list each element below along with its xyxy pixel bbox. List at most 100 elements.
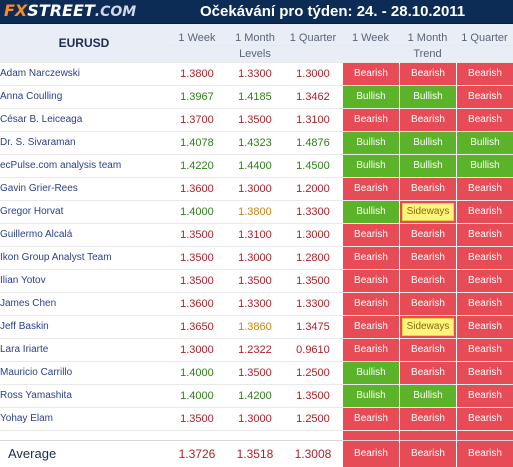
analyst-name[interactable]: ecPulse.com analysis team <box>0 155 168 178</box>
trend-cell: Bullish <box>398 86 456 109</box>
trend-cell: Bearish <box>341 63 399 86</box>
trend-week-header: 1 Week <box>341 24 399 46</box>
level-value: 1.4400 <box>225 155 284 178</box>
trend-cell: Bearish <box>341 224 399 247</box>
level-value: 1.3500 <box>167 224 226 247</box>
table-row: James Chen 1.3600 1.3300 1.3300 Bearish Beari… <box>0 293 513 316</box>
trend-cell: Bearish <box>455 293 513 316</box>
trend-cell: Bearish <box>455 362 513 385</box>
trend-cell: Sideways <box>398 316 456 339</box>
analyst-name[interactable]: Ilian Yotov <box>0 270 168 293</box>
level-value: 1.3500 <box>167 247 226 270</box>
level-value: 1.3100 <box>225 224 284 247</box>
trend-cell: Bearish <box>398 362 456 385</box>
analyst-name[interactable]: Gregor Horvat <box>0 201 168 224</box>
level-value: 1.3500 <box>283 385 342 408</box>
analyst-name[interactable]: Anna Coulling <box>0 86 168 109</box>
trend-cell: Bearish <box>455 247 513 270</box>
average-level-value: 1.3518 <box>225 440 284 467</box>
level-value: 1.3300 <box>283 201 342 224</box>
trend-cell: Bearish <box>455 109 513 132</box>
trend-cell: Bearish <box>341 178 399 201</box>
table-row: Yohay Elam 1.3500 1.3000 1.2500 Bearish Beari… <box>0 408 513 431</box>
trend-cell: Bullish <box>341 201 399 224</box>
logo-suffix: STREET <box>27 1 95 20</box>
analyst-name[interactable]: Jeff Baskin <box>0 316 168 339</box>
analyst-name[interactable]: Guillermo Alcalá <box>0 224 168 247</box>
trend-cell: Bearish <box>455 270 513 293</box>
analyst-name[interactable]: Mauricio Carrillo <box>0 362 168 385</box>
spacer-cell <box>398 431 456 440</box>
level-value: 1.3500 <box>225 109 284 132</box>
trend-cell: Bullish <box>341 155 399 178</box>
analyst-name[interactable]: Lara Iriarte <box>0 339 168 362</box>
trend-cell: Bearish <box>341 408 399 431</box>
trend-cell: Bearish <box>341 316 399 339</box>
trend-cell: Bearish <box>455 408 513 431</box>
trend-group-header: Trend <box>341 46 513 63</box>
level-value: 1.2800 <box>283 247 342 270</box>
level-value: 1.4000 <box>167 385 226 408</box>
level-value: 1.3600 <box>167 178 226 201</box>
level-value: 1.3800 <box>167 63 226 86</box>
spacer-cell <box>283 431 342 440</box>
table-row: Gregor Horvat 1.4000 1.3800 1.3300 Bullish Si… <box>0 201 513 224</box>
table-row: Ilian Yotov 1.3500 1.3500 1.3500 Bearish Bear… <box>0 270 513 293</box>
table-row: Jeff Baskin 1.3650 1.3860 1.3475 Bearish Side… <box>0 316 513 339</box>
table-row: Guillermo Alcalá 1.3500 1.3100 1.3000 Bearis… <box>0 224 513 247</box>
level-value: 0.9610 <box>283 339 342 362</box>
page-title: Očekávání pro týden: 24. - 28.10.2011 <box>200 3 466 20</box>
analyst-name[interactable]: James Chen <box>0 293 168 316</box>
header-banner: FXSTREET.COM Očekávání pro týden: 24. - … <box>0 0 513 24</box>
analyst-name[interactable]: Adam Narczewski <box>0 63 168 86</box>
levels-quarter-header: 1 Quarter <box>283 24 342 46</box>
analyst-name[interactable]: Yohay Elam <box>0 408 168 431</box>
table-row: Adam Narczewski 1.3800 1.3300 1.3000 Bearish… <box>0 63 513 86</box>
level-value: 1.2322 <box>225 339 284 362</box>
table-row: Anna Coulling 1.3967 1.4185 1.3462 Bullish Bu… <box>0 86 513 109</box>
average-label: Average <box>0 440 168 467</box>
average-trend-cell: Bearish <box>398 440 456 467</box>
level-value: 1.3600 <box>167 293 226 316</box>
average-level-value: 1.3008 <box>283 440 342 467</box>
level-value: 1.3500 <box>225 362 284 385</box>
logo-tld: .COM <box>94 4 137 20</box>
average-level-value: 1.3726 <box>167 440 226 467</box>
trend-cell: Bearish <box>398 63 456 86</box>
level-value: 1.2500 <box>283 362 342 385</box>
forecast-table: EURUSD 1 Week 1 Month 1 Quarter 1 Week 1… <box>0 24 513 467</box>
spacer-row <box>0 431 513 440</box>
trend-cell: Bearish <box>398 178 456 201</box>
analyst-name[interactable]: Dr. S. Sivaraman <box>0 132 168 155</box>
trend-cell: Bearish <box>455 178 513 201</box>
trend-cell: Bearish <box>455 201 513 224</box>
analyst-name[interactable]: Ross Yamashita <box>0 385 168 408</box>
trend-cell: Bearish <box>455 86 513 109</box>
trend-cell: Bearish <box>341 270 399 293</box>
trend-cell: Bearish <box>341 293 399 316</box>
level-value: 1.3500 <box>167 270 226 293</box>
average-row: Average 1.3726 1.3518 1.3008 Bearish Bearish B… <box>0 440 513 467</box>
level-value: 1.3300 <box>283 293 342 316</box>
sideways-badge: Sideways <box>401 203 455 221</box>
levels-group-header: Levels <box>167 46 342 63</box>
trend-cell: Bullish <box>341 385 399 408</box>
trend-cell: Bearish <box>455 385 513 408</box>
trend-cell: Bearish <box>398 247 456 270</box>
level-value: 1.4000 <box>167 362 226 385</box>
level-value: 1.3000 <box>283 63 342 86</box>
level-value: 1.3800 <box>225 201 284 224</box>
analyst-name[interactable]: Ikon Group Analyst Team <box>0 247 168 270</box>
trend-cell: Bullish <box>398 155 456 178</box>
levels-week-header: 1 Week <box>167 24 226 46</box>
analyst-name[interactable]: Gavin Grier-Rees <box>0 178 168 201</box>
level-value: 1.3650 <box>167 316 226 339</box>
trend-cell: Bullish <box>398 385 456 408</box>
level-value: 1.3500 <box>167 408 226 431</box>
fxstreet-logo[interactable]: FXSTREET.COM <box>4 1 136 21</box>
analyst-name[interactable]: César B. Leiceaga <box>0 109 168 132</box>
trend-cell: Bearish <box>398 339 456 362</box>
spacer-cell <box>455 431 513 440</box>
trend-cell: Bearish <box>455 224 513 247</box>
trend-cell: Bearish <box>455 339 513 362</box>
